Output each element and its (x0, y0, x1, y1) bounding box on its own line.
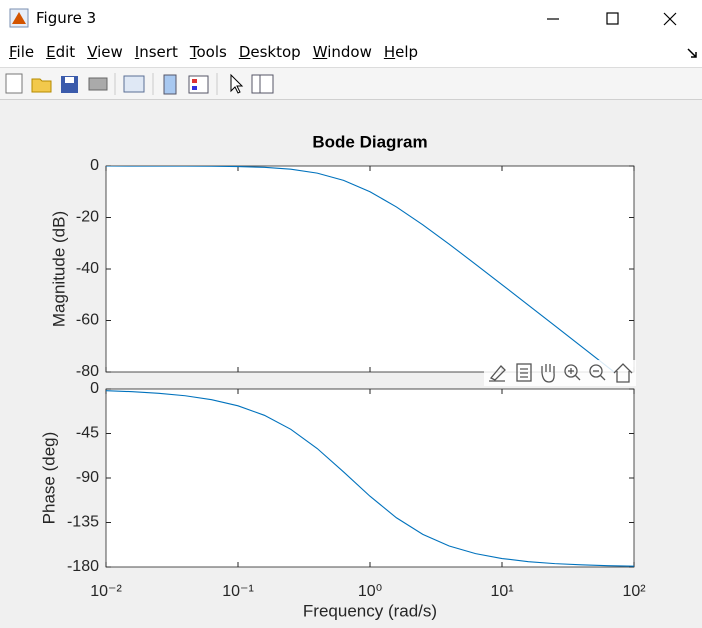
axes-toolbar-bg (484, 360, 636, 386)
menu-items: File Edit View Insert Tools Desktop Window Help (9, 37, 430, 67)
icon-box (516, 363, 532, 382)
y-axis-label: Phase (deg) (39, 432, 58, 525)
toolbar (0, 68, 702, 100)
x-tick-label: 10⁰ (358, 583, 382, 600)
zoom-out-button[interactable] (589, 364, 606, 381)
y-tick-label: 0 (90, 157, 99, 174)
plot-area (105, 388, 635, 568)
y-tick-label: 0 (90, 380, 99, 397)
close-button[interactable] (663, 12, 677, 26)
y-axis-label: Magnitude (dB) (49, 211, 68, 327)
y-tick-label: -40 (76, 260, 99, 277)
property-inspector-button[interactable] (251, 74, 274, 94)
app-icon-peak (12, 12, 26, 24)
x-axis-label: Frequency (rad/s) (303, 601, 437, 620)
legend-button[interactable] (188, 75, 209, 94)
menu-item[interactable]: View (87, 43, 123, 61)
data-tip-button[interactable] (516, 363, 532, 382)
y-tick-label: -60 (76, 312, 99, 329)
y-tick-label: -20 (76, 209, 99, 226)
menu-item[interactable]: Tools (189, 43, 227, 61)
x-tick-label: 10⁻² (90, 583, 122, 600)
x-tick-label: 10⁻¹ (222, 583, 254, 600)
chart-title: Bode Diagram (312, 132, 427, 151)
title-bar-icons (9, 8, 677, 28)
menu-item[interactable]: Window (312, 43, 372, 61)
dock-arrow[interactable] (684, 43, 702, 63)
colorbar-button[interactable] (163, 74, 177, 95)
y-tick-label: -90 (76, 469, 99, 486)
axes-toolbar (484, 360, 636, 386)
icon-lens (589, 364, 603, 378)
menu-item[interactable]: Desktop (238, 43, 301, 61)
menu-item[interactable]: Help (383, 43, 419, 61)
window-title: Figure 3 (36, 9, 97, 27)
y-tick-label: -80 (76, 363, 99, 380)
icon-export (489, 365, 506, 382)
menu-item[interactable]: File (9, 43, 35, 61)
print-button[interactable] (88, 77, 108, 91)
menu-bar: File Edit View Insert Tools Desktop Window Help (0, 37, 702, 68)
icon-handle (599, 374, 606, 381)
zoom-in-button[interactable] (564, 364, 581, 381)
icon-house (613, 363, 633, 383)
x-tick-label: 10¹ (490, 583, 513, 600)
plot-area (105, 165, 635, 373)
home-button[interactable] (613, 363, 633, 383)
link-button[interactable] (123, 75, 145, 93)
new-figure-button[interactable] (5, 73, 23, 94)
data-line (106, 166, 616, 372)
pan-button[interactable] (541, 364, 555, 383)
maximize-button[interactable] (606, 12, 619, 25)
y-tick-label: -180 (67, 558, 99, 575)
figure: Bode Diagram Frequency (rad/s) Magnitude… (39, 132, 646, 620)
export-button[interactable] (489, 365, 506, 382)
menu-item[interactable]: Insert (134, 43, 178, 61)
y-tick-label: -135 (67, 514, 99, 531)
icon-lens (564, 364, 578, 378)
x-tick-label: 10² (622, 583, 646, 600)
y-tick-label: -45 (76, 425, 99, 442)
toolbar-icons (5, 73, 274, 95)
icon-hand (541, 364, 555, 383)
icon-handle (574, 374, 581, 381)
edit-plot-button[interactable] (230, 73, 244, 94)
title-bar: Figure 3 (0, 0, 702, 37)
open-button[interactable] (31, 78, 52, 93)
data-line (106, 390, 634, 567)
icon-lines (520, 368, 528, 378)
menu-item[interactable]: Edit (46, 43, 76, 61)
